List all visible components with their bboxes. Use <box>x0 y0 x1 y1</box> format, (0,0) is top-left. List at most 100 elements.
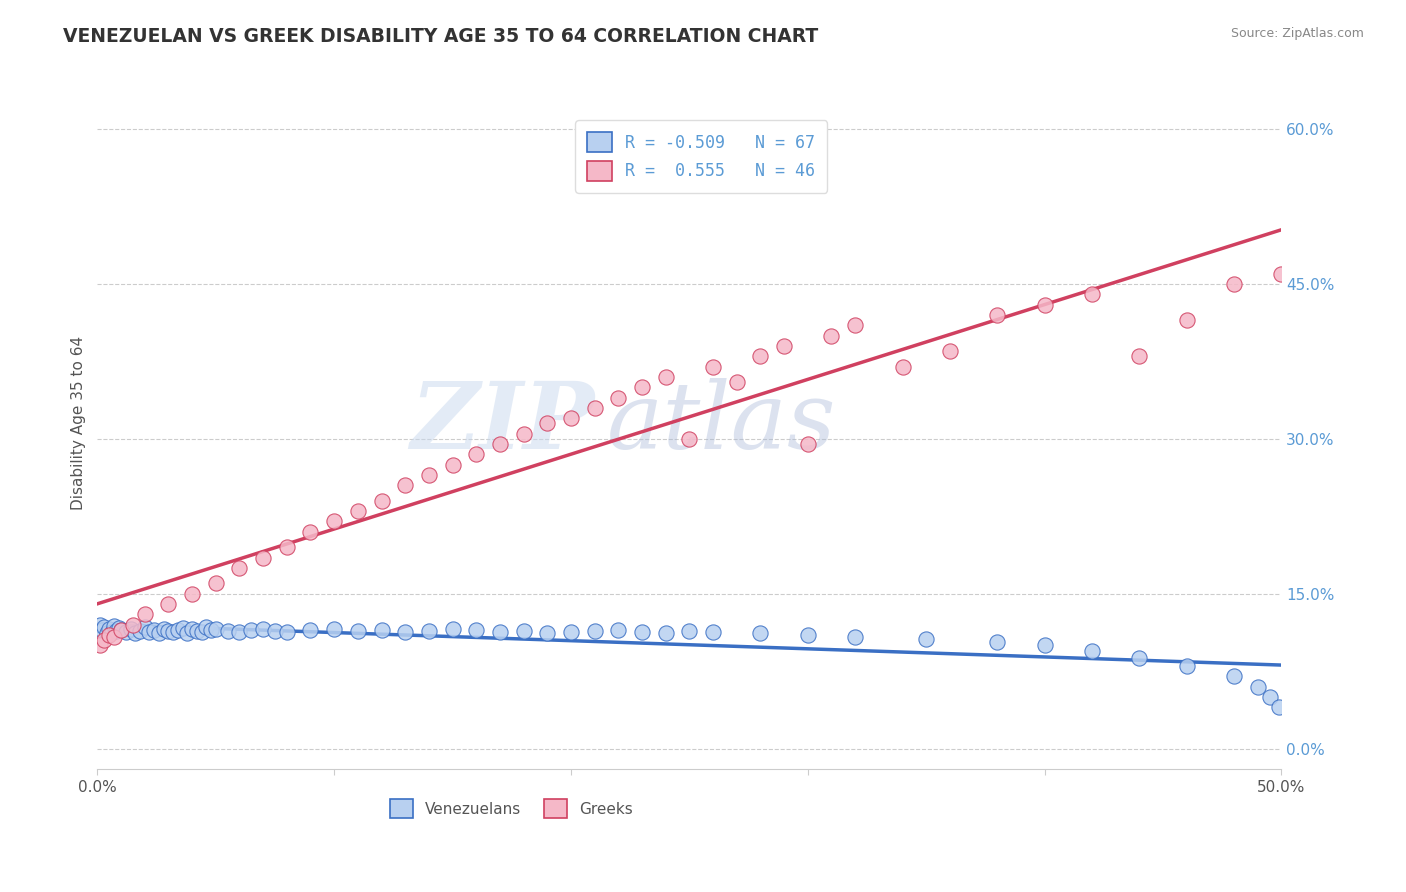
Point <box>195 620 218 634</box>
Point <box>110 623 132 637</box>
Point <box>120 622 142 636</box>
Point <box>773 339 796 353</box>
Point <box>702 359 724 374</box>
Point <box>607 391 630 405</box>
Point <box>172 621 194 635</box>
Point <box>678 432 700 446</box>
Point <box>252 550 274 565</box>
Point <box>176 626 198 640</box>
Text: Source: ZipAtlas.com: Source: ZipAtlas.com <box>1230 27 1364 40</box>
Point <box>1268 700 1291 714</box>
Point <box>240 623 263 637</box>
Point <box>631 380 654 394</box>
Point <box>129 624 152 638</box>
Point <box>418 468 440 483</box>
Point <box>678 624 700 638</box>
Point <box>181 622 204 636</box>
Point <box>299 623 322 637</box>
Point <box>1175 313 1198 327</box>
Point <box>986 308 1008 322</box>
Point <box>370 493 392 508</box>
Point <box>1081 643 1104 657</box>
Point <box>560 624 582 639</box>
Point <box>489 624 512 639</box>
Point <box>1128 650 1150 665</box>
Point <box>98 628 121 642</box>
Point <box>1223 277 1246 291</box>
Text: VENEZUELAN VS GREEK DISABILITY AGE 35 TO 64 CORRELATION CHART: VENEZUELAN VS GREEK DISABILITY AGE 35 TO… <box>63 27 818 45</box>
Point <box>1247 680 1270 694</box>
Point <box>891 359 914 374</box>
Y-axis label: Disability Age 35 to 64: Disability Age 35 to 64 <box>72 336 86 510</box>
Point <box>181 587 204 601</box>
Point <box>1270 267 1292 281</box>
Point <box>631 624 654 639</box>
Point <box>103 619 125 633</box>
Point <box>583 401 606 415</box>
Point <box>465 623 488 637</box>
Point <box>323 622 346 636</box>
Point <box>217 624 239 638</box>
Point <box>204 622 226 636</box>
Point <box>134 607 156 622</box>
Point <box>536 417 558 431</box>
Point <box>820 328 842 343</box>
Point <box>797 437 820 451</box>
Point <box>607 623 630 637</box>
Point <box>654 626 676 640</box>
Point <box>167 623 190 637</box>
Point <box>370 623 392 637</box>
Point <box>110 623 132 637</box>
Point <box>264 624 287 638</box>
Point <box>1175 659 1198 673</box>
Point <box>124 626 146 640</box>
Text: atlas: atlas <box>606 378 837 468</box>
Point <box>725 375 748 389</box>
Point <box>138 624 160 639</box>
Point <box>89 617 111 632</box>
Point <box>560 411 582 425</box>
Point <box>418 624 440 638</box>
Point <box>512 426 534 441</box>
Point <box>749 626 772 640</box>
Point <box>157 624 180 638</box>
Point <box>134 620 156 634</box>
Point <box>100 624 122 639</box>
Point <box>157 597 180 611</box>
Point <box>200 623 222 637</box>
Point <box>1033 639 1056 653</box>
Point <box>702 624 724 639</box>
Point <box>107 621 129 635</box>
Point <box>252 622 274 636</box>
Point <box>844 318 866 333</box>
Point <box>441 622 464 636</box>
Point <box>143 623 166 637</box>
Point <box>204 576 226 591</box>
Point <box>347 504 370 518</box>
Point <box>228 561 250 575</box>
Point <box>190 624 212 639</box>
Point <box>89 639 111 653</box>
Point <box>152 622 174 636</box>
Point <box>654 370 676 384</box>
Point <box>1128 349 1150 363</box>
Point <box>148 626 170 640</box>
Point <box>96 626 118 640</box>
Point <box>915 632 938 647</box>
Point <box>489 437 512 451</box>
Point <box>276 624 298 639</box>
Point <box>1033 298 1056 312</box>
Point <box>93 620 115 634</box>
Point <box>844 630 866 644</box>
Point <box>162 624 184 639</box>
Point <box>583 624 606 638</box>
Point <box>299 524 322 539</box>
Point <box>1258 690 1281 704</box>
Point <box>465 447 488 461</box>
Point <box>122 617 145 632</box>
Point <box>394 624 416 639</box>
Point <box>1223 669 1246 683</box>
Point <box>98 622 121 636</box>
Point <box>797 628 820 642</box>
Point <box>186 624 208 638</box>
